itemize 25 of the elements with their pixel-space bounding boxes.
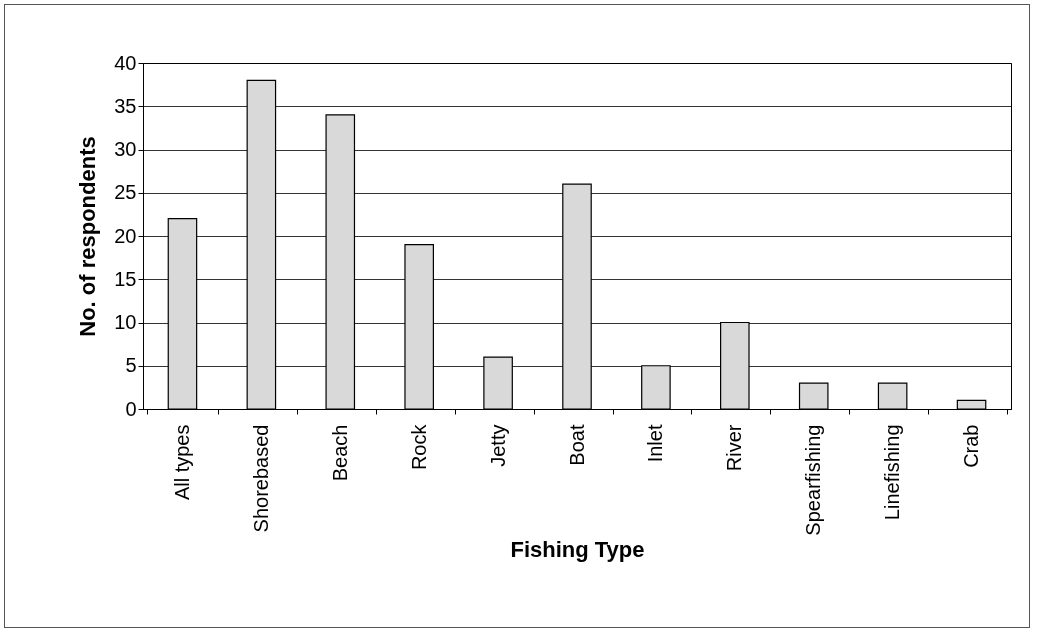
x-tick-label: Rock [407, 423, 430, 471]
y-axis-title: No. of respondents [75, 136, 101, 337]
bar [877, 382, 908, 410]
y-tick-label: 30 [114, 138, 137, 160]
y-tick-label: 20 [114, 224, 137, 247]
x-tick-label: Inlet [644, 424, 667, 463]
x-tick-label: Shorebased [249, 424, 272, 533]
x-tick-label: Jetty [486, 424, 509, 467]
bar [956, 399, 987, 410]
bar [798, 382, 829, 410]
y-tick-label: 40 [114, 51, 137, 74]
y-tick-label: 35 [114, 94, 137, 117]
y-tick-label: 5 [125, 354, 137, 377]
y-tick-label: 15 [114, 267, 137, 290]
y-tick-label: 10 [114, 311, 137, 333]
x-axis-title: Fishing Type [510, 536, 645, 562]
y-tick-label: 25 [114, 181, 137, 204]
x-tick-label: Crab [960, 424, 983, 468]
x-tick-label: Boat [565, 424, 588, 466]
x-tick-label: Linefishing [881, 424, 904, 521]
x-tick-label: River [723, 424, 746, 472]
x-tick-label: Beach [328, 424, 351, 482]
x-tick-label: All types [170, 424, 193, 501]
y-tick-label: 0 [125, 397, 137, 420]
x-tick-label: Spearfishing [802, 424, 825, 536]
